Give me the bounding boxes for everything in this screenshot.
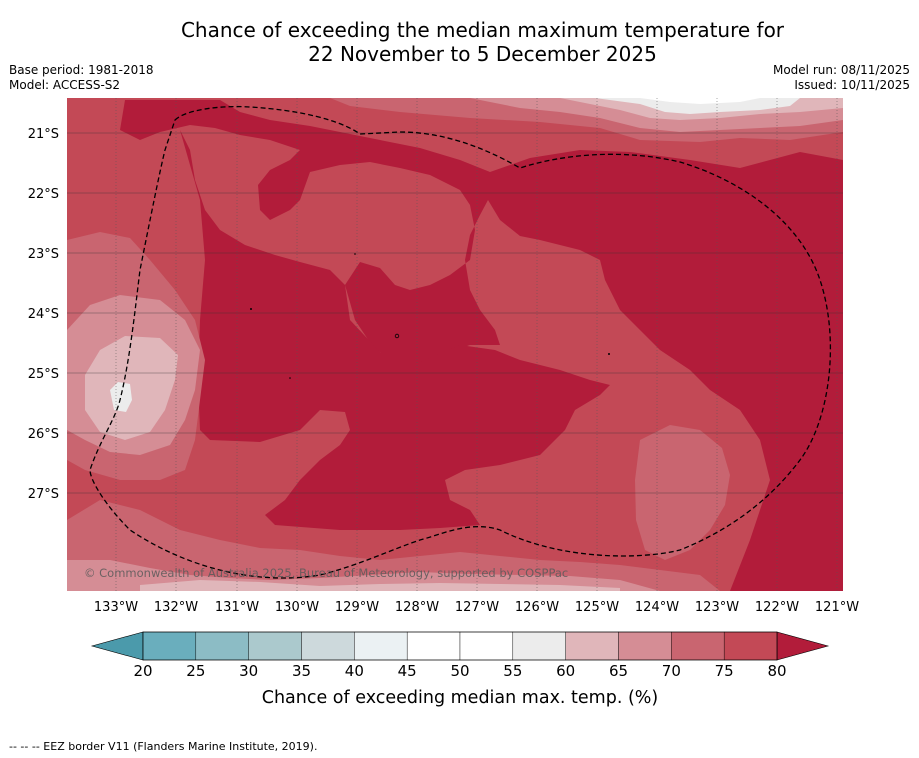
colorbar-cell <box>301 631 355 661</box>
lat-labels: 21°S 22°S 23°S 24°S 25°S 26°S 27°S <box>28 127 59 502</box>
colorbar-high-extend <box>776 631 830 661</box>
colorbar: 20 25 30 35 40 45 50 55 60 65 70 75 80 Chance of exc… <box>90 631 830 708</box>
lon-label: 129°W <box>335 600 379 615</box>
lat-label: 25°S <box>28 367 59 382</box>
lon-labels: 133°W 132°W 131°W 130°W 129°W 128°W 127°… <box>94 600 859 615</box>
lon-label: 126°W <box>515 600 559 615</box>
base-period: Base period: 1981-2018 <box>9 63 154 77</box>
lon-label: 132°W <box>154 600 198 615</box>
colorbar-tick-label: 40 <box>345 662 364 680</box>
lon-label: 130°W <box>275 600 319 615</box>
probability-map: © Commonwealth of Australia 2025, Bureau… <box>67 98 843 591</box>
lat-label: 22°S <box>28 187 59 202</box>
copyright-text: © Commonwealth of Australia 2025, Bureau… <box>84 566 568 580</box>
lon-label: 122°W <box>755 600 799 615</box>
region-70-east <box>635 425 730 560</box>
colorbar-tick-label: 60 <box>556 662 575 680</box>
title-line-1: Chance of exceeding the median maximum t… <box>180 18 785 42</box>
colorbar-tick-label: 65 <box>609 662 628 680</box>
lat-label: 27°S <box>28 487 59 502</box>
lat-gridlines <box>67 132 843 494</box>
island-marker <box>608 353 610 355</box>
colorbar-tick-label: 30 <box>239 662 258 680</box>
colorbar-cell <box>248 631 302 661</box>
model-name: Model: ACCESS-S2 <box>9 78 121 92</box>
lon-label: 125°W <box>575 600 619 615</box>
colorbar-cell <box>565 631 619 661</box>
colorbar-cells <box>142 631 778 661</box>
region-60-west <box>85 336 178 440</box>
eez-footnote: -- -- -- EEZ border V11 (Flanders Marine… <box>9 740 318 753</box>
lat-label: 26°S <box>28 427 59 442</box>
region-60-south <box>140 580 620 591</box>
colorbar-label: Chance of exceeding median max. temp. (%… <box>262 688 659 708</box>
region-50-top <box>640 98 760 104</box>
region-55-west <box>110 382 132 412</box>
colorbar-cell <box>354 631 408 661</box>
lon-label: 121°W <box>815 600 859 615</box>
eez-border <box>89 105 832 579</box>
colorbar-tick-label: 75 <box>715 662 734 680</box>
lon-label: 133°W <box>94 600 138 615</box>
colorbar-cell <box>142 631 197 661</box>
colorbar-tick-label: 50 <box>450 662 469 680</box>
colorbar-tick-label: 80 <box>767 662 786 680</box>
colorbar-tick-label: 55 <box>503 662 522 680</box>
lat-label: 24°S <box>28 307 59 322</box>
colorbar-cell <box>195 631 249 661</box>
colorbar-cell <box>406 631 461 661</box>
region-55-top <box>595 98 800 114</box>
colorbar-cell <box>618 631 672 661</box>
region-80-south <box>180 130 610 530</box>
island-marker <box>250 308 252 310</box>
meta-right: Model run: 08/11/2025 Issued: 10/11/2025 <box>773 63 910 93</box>
lon-label: 124°W <box>635 600 679 615</box>
colorbar-cell <box>723 631 778 661</box>
island-marker <box>394 333 400 339</box>
colorbar-ticks: 20 25 30 35 40 45 50 55 60 65 70 75 80 <box>133 662 786 680</box>
lon-label: 123°W <box>695 600 739 615</box>
title-line-2: 22 November to 5 December 2025 <box>308 42 657 66</box>
issued-date: Issued: 10/11/2025 <box>794 78 910 92</box>
colorbar-low-extend <box>90 631 144 661</box>
colorbar-tick-label: 25 <box>186 662 205 680</box>
colorbar-cell <box>512 631 566 661</box>
colorbar-cell <box>671 631 725 661</box>
colorbar-outline <box>142 631 778 661</box>
lon-label: 128°W <box>395 600 439 615</box>
meta-left: Base period: 1981-2018 Model: ACCESS-S2 <box>9 63 154 93</box>
chart-title: Chance of exceeding the median maximum t… <box>0 18 919 66</box>
island-marker <box>289 377 291 379</box>
colorbar-cell <box>459 631 514 661</box>
colorbar-tick-label: 20 <box>133 662 152 680</box>
model-run: Model run: 08/11/2025 <box>772 63 910 77</box>
colorbar-tick-label: 45 <box>398 662 417 680</box>
lat-label: 23°S <box>28 247 59 262</box>
lon-label: 127°W <box>455 600 499 615</box>
gridlines <box>115 98 838 591</box>
lat-label: 21°S <box>28 127 59 142</box>
colorbar-tick-label: 35 <box>292 662 311 680</box>
region-80-main <box>120 100 843 591</box>
lon-label: 131°W <box>215 600 259 615</box>
region-70-south <box>67 500 720 591</box>
island-marker <box>354 253 356 255</box>
colorbar-tick-label: 70 <box>662 662 681 680</box>
